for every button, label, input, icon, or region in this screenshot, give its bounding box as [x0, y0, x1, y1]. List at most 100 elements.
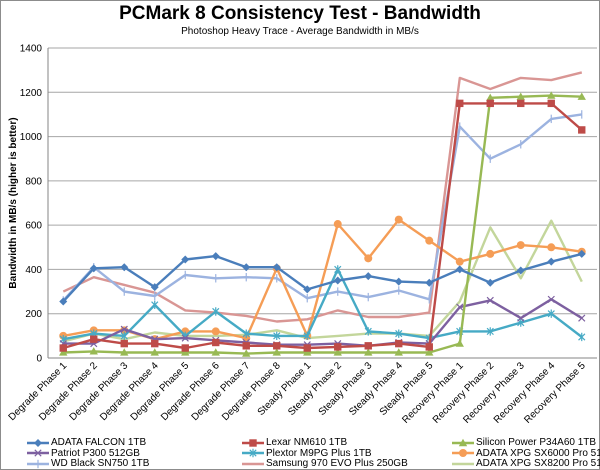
data-point-marker: [577, 249, 586, 258]
x-tick-label: Steady Phase 2: [286, 360, 344, 418]
data-point-marker: [120, 263, 129, 272]
data-point-marker: [242, 329, 250, 338]
data-point-marker: [120, 348, 129, 356]
data-point-marker: [486, 327, 494, 336]
data-point-marker: [455, 339, 464, 347]
data-point-marker: [577, 92, 586, 100]
data-point-marker: [364, 327, 372, 336]
data-point-marker: [150, 348, 159, 356]
y-tick-label: 0: [36, 354, 42, 365]
data-point-marker: [459, 449, 467, 457]
series-line: [63, 268, 583, 341]
data-point-marker: [516, 92, 525, 100]
data-point-marker: [456, 303, 464, 311]
y-tick-label: 400: [25, 265, 42, 276]
data-point-marker: [547, 91, 556, 99]
data-point-marker: [181, 344, 189, 352]
data-point-marker: [181, 255, 190, 264]
data-point-marker: [242, 349, 251, 357]
legend-swatch: [242, 448, 264, 458]
legend-item: Plextor M9PG Plus 1TB: [242, 448, 372, 459]
chart-subtitle: Photoshop Heavy Trace - Average Bandwidt…: [181, 26, 419, 37]
data-point-marker: [486, 93, 495, 102]
legend-label: Plextor M9PG Plus 1TB: [266, 447, 372, 459]
data-point-marker: [333, 276, 342, 285]
data-point-marker: [59, 348, 68, 356]
data-point-marker: [547, 257, 556, 266]
series-adata-xpg-sx6000-pro-512gb: [59, 215, 586, 344]
data-point-marker: [303, 285, 312, 294]
series-line: [63, 219, 583, 343]
series-line: [62, 252, 583, 303]
legend-item: ADATA XPG SX8200 Pro 512GB: [452, 458, 600, 469]
data-point-marker: [486, 296, 494, 305]
data-point-marker: [211, 348, 220, 356]
data-point-marker: [517, 99, 525, 108]
data-point-marker: [425, 343, 433, 351]
data-point-marker: [547, 243, 556, 252]
series-line: [63, 94, 582, 355]
data-point-marker: [212, 307, 220, 316]
series-line: [62, 113, 582, 302]
data-point-marker: [516, 266, 525, 275]
data-point-marker: [364, 342, 372, 350]
data-point-marker: [547, 309, 555, 318]
data-point-marker: [273, 342, 281, 350]
data-point-marker: [547, 99, 555, 108]
data-point-marker: [425, 236, 434, 245]
data-point-marker: [59, 297, 68, 306]
series-adata-xpg-sx8200-pro-512gb: [63, 219, 583, 343]
data-point-marker: [34, 449, 42, 457]
data-point-marker: [425, 348, 434, 356]
data-point-marker: [458, 438, 468, 446]
legend-item: Lexar NM610 1TB: [242, 437, 347, 448]
data-point-marker: [486, 278, 495, 287]
legend-label: Lexar NM610 1TB: [266, 437, 348, 448]
series-line: [63, 298, 583, 347]
x-tick-label: Steady Phase 1: [256, 360, 314, 418]
series-line: [62, 71, 583, 323]
data-point-marker: [333, 348, 342, 356]
data-point-marker: [364, 254, 373, 263]
data-point-marker: [516, 241, 525, 250]
data-point-marker: [272, 348, 281, 356]
data-point-marker: [211, 327, 220, 336]
legend-swatch: [27, 438, 49, 447]
legend-swatch: [452, 438, 474, 446]
data-point-marker: [151, 300, 159, 310]
data-point-marker: [578, 332, 586, 342]
data-point-marker: [394, 348, 403, 356]
series-lexar-nm610-1tb: [59, 99, 586, 352]
legend-swatch: [242, 438, 264, 447]
legend-swatch: [452, 462, 474, 465]
y-axis-label: Bandwidth in MB/s (higher is better): [8, 117, 19, 288]
data-point-marker: [272, 263, 281, 272]
data-point-marker: [394, 277, 403, 286]
y-tick-label: 200: [25, 309, 42, 320]
legend-label: ADATA FALCON 1TB: [51, 437, 147, 448]
y-tick-label: 1400: [20, 44, 43, 55]
series-samsung-970-evo-plus-250gb: [62, 71, 583, 323]
data-point-marker: [303, 331, 311, 341]
legend-item: ADATA FALCON 1TB: [27, 437, 146, 448]
legend-item: WD Black SN750 1TB: [27, 458, 149, 469]
legend-label: WD Black SN750 1TB: [51, 458, 150, 469]
data-point-marker: [303, 348, 312, 356]
legend: ADATA FALCON 1TB Lexar NM610 1TB Silicon P…: [0, 437, 600, 469]
data-point-marker: [486, 99, 494, 108]
legend-swatch: [452, 449, 474, 457]
data-point-marker: [395, 329, 403, 338]
data-point-marker: [211, 252, 220, 261]
legend-label: Samsung 970 EVO Plus 250GB: [266, 458, 408, 469]
data-point-marker: [181, 348, 190, 356]
data-point-marker: [425, 278, 434, 287]
chart-title: PCMark 8 Consistency Test - Bandwidth: [119, 3, 481, 24]
data-point-marker: [333, 220, 342, 229]
data-point-marker: [249, 438, 257, 447]
legend-item: Samsung 970 EVO Plus 250GB: [242, 458, 408, 469]
series-wd-black-sn750-1tb: [62, 110, 583, 305]
y-tick-label: 1000: [20, 132, 43, 143]
y-tick-label: 600: [25, 221, 42, 232]
data-point-marker: [89, 264, 98, 273]
